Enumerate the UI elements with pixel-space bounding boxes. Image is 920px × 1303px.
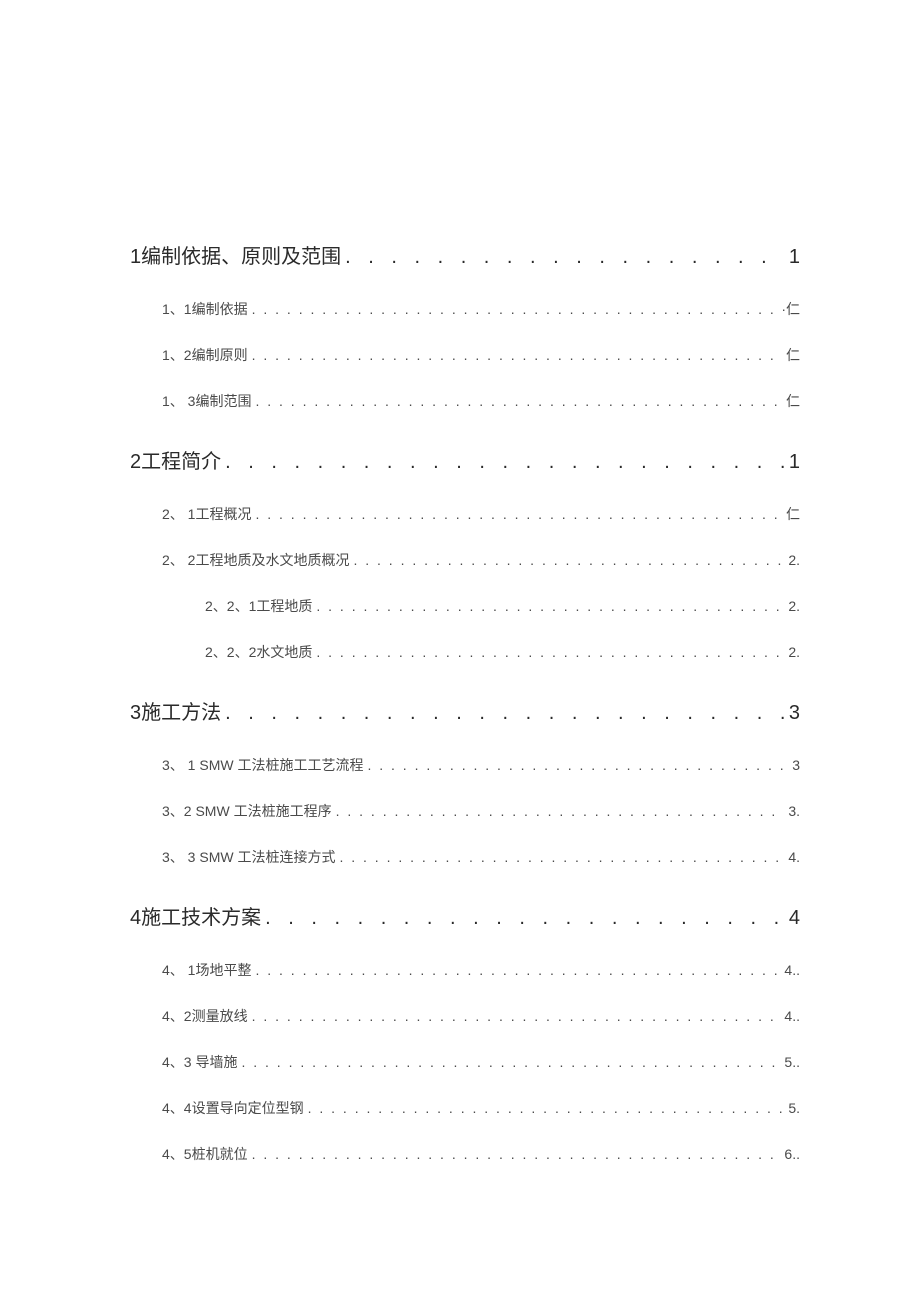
toc-entry-title: 4、2测量放线 bbox=[162, 1006, 248, 1026]
toc-entry-level-3: 2、2、1工程地质. . . . . . . . . . . . . . . .… bbox=[205, 596, 800, 616]
toc-entry-title: 1、 3编制范围 bbox=[162, 391, 251, 411]
toc-leader-dots: . . . . . . . . . . . . . . . . . . . . … bbox=[252, 347, 782, 363]
toc-entry-page: 6.. bbox=[784, 1146, 800, 1162]
toc-entry-title: 2、 1工程概况 bbox=[162, 504, 251, 524]
toc-entry-page: 2. bbox=[788, 644, 800, 660]
toc-entry-level-2: 4、2测量放线. . . . . . . . . . . . . . . . .… bbox=[162, 1006, 800, 1026]
toc-entry-page: 仁 bbox=[786, 345, 800, 365]
toc-entry-level-1: 3施工方法. . . . . . . . . . . . . . . . . .… bbox=[130, 696, 800, 725]
toc-leader-dots: . . . . . . . . . . . . . . . . . . . . … bbox=[353, 552, 784, 568]
toc-entry-level-2: 4、5桩机就位. . . . . . . . . . . . . . . . .… bbox=[162, 1144, 800, 1164]
toc-entry-level-3: 2、2、2水文地质. . . . . . . . . . . . . . . .… bbox=[205, 642, 800, 662]
toc-entry-title: 1、1编制依据 bbox=[162, 299, 248, 319]
toc-entry-page: 4.. bbox=[784, 962, 800, 978]
toc-leader-dots: . . . . . . . . . . . . . . . . . . . . … bbox=[252, 1008, 781, 1024]
toc-entry-title: 3施工方法 bbox=[130, 696, 221, 725]
toc-leader-dots: . . . . . . . . . . . . . . . . . . . . … bbox=[241, 1054, 780, 1070]
toc-leader-dots: . . . . . . . . . . . . . . . . . . . . … bbox=[367, 757, 788, 773]
section-spacer bbox=[130, 437, 800, 445]
toc-entry-page: ·仁 bbox=[781, 299, 800, 319]
toc-entry-title: 2、 2工程地质及水文地质概况 bbox=[162, 550, 349, 570]
toc-entry-page: 仁 bbox=[786, 391, 800, 411]
toc-entry-level-2: 1、1编制依据. . . . . . . . . . . . . . . . .… bbox=[162, 299, 800, 319]
toc-entry-title: 3、2 SMW 工法桩施工程序 bbox=[162, 801, 332, 821]
toc-entry-level-1: 4施工技术方案. . . . . . . . . . . . . . . . .… bbox=[130, 901, 800, 930]
toc-entry-level-1: 2工程简介. . . . . . . . . . . . . . . . . .… bbox=[130, 445, 800, 474]
toc-leader-dots: . . . . . . . . . . . . . . . . . . . . … bbox=[308, 1100, 785, 1116]
toc-leader-dots: . . . . . . . . . . . . . . . . . . . . … bbox=[255, 962, 780, 978]
toc-entry-page: 4.. bbox=[784, 1008, 800, 1024]
toc-entry-level-2: 2、 1工程概况. . . . . . . . . . . . . . . . … bbox=[162, 504, 800, 524]
toc-entry-title: 2工程简介 bbox=[130, 445, 221, 474]
toc-leader-dots: . . . . . . . . . . . . . . . . . . . . … bbox=[252, 1146, 781, 1162]
toc-leader-dots: . . . . . . . . . . . . . . . . . . . . … bbox=[252, 301, 778, 317]
toc-entry-page: 3. bbox=[788, 803, 800, 819]
toc-entry-page: 4. bbox=[788, 849, 800, 865]
toc-entry-title: 3、 1 SMW 工法桩施工工艺流程 bbox=[162, 755, 363, 775]
toc-leader-dots: . . . . . . . . . . . . . . . . . . . . … bbox=[225, 451, 785, 474]
toc-entry-page: 2. bbox=[788, 552, 800, 568]
toc-entry-title: 4、4设置导向定位型钢 bbox=[162, 1098, 304, 1118]
toc-leader-dots: . . . . . . . . . . . . . . . . . . . . … bbox=[339, 849, 784, 865]
toc-leader-dots: . . . . . . . . . . . . . . . . . . . . … bbox=[265, 907, 785, 930]
toc-entry-level-2: 3、 3 SMW 工法桩连接方式. . . . . . . . . . . . … bbox=[162, 847, 800, 867]
toc-entry-page: 3 bbox=[792, 757, 800, 773]
table-of-contents: 1编制依据、原则及范围. . . . . . . . . . . . . . .… bbox=[130, 240, 800, 1164]
toc-entry-level-2: 4、3 导墙施. . . . . . . . . . . . . . . . .… bbox=[162, 1052, 800, 1072]
toc-entry-title: 1编制依据、原则及范围 bbox=[130, 240, 341, 269]
toc-entry-level-1: 1编制依据、原则及范围. . . . . . . . . . . . . . .… bbox=[130, 240, 800, 269]
toc-entry-title: 2、2、2水文地质 bbox=[205, 642, 312, 662]
toc-entry-title: 4、3 导墙施 bbox=[162, 1052, 237, 1072]
toc-entry-level-2: 1、 3编制范围. . . . . . . . . . . . . . . . … bbox=[162, 391, 800, 411]
toc-entry-level-2: 4、4设置导向定位型钢. . . . . . . . . . . . . . .… bbox=[162, 1098, 800, 1118]
toc-entry-level-2: 3、2 SMW 工法桩施工程序. . . . . . . . . . . . .… bbox=[162, 801, 800, 821]
toc-entry-title: 1、2编制原则 bbox=[162, 345, 248, 365]
toc-entry-page: 仁 bbox=[786, 504, 800, 524]
toc-entry-page: 1 bbox=[789, 246, 800, 269]
toc-entry-page: 3 bbox=[789, 702, 800, 725]
section-spacer bbox=[130, 893, 800, 901]
toc-entry-title: 4、5桩机就位 bbox=[162, 1144, 248, 1164]
toc-leader-dots: . . . . . . . . . . . . . . . . . . . . … bbox=[316, 598, 784, 614]
toc-leader-dots: . . . . . . . . . . . . . . . . . . . . … bbox=[225, 702, 785, 725]
toc-leader-dots: . . . . . . . . . . . . . . . . . . . . … bbox=[255, 393, 782, 409]
toc-entry-title: 4施工技术方案 bbox=[130, 901, 261, 930]
toc-entry-page: 5. bbox=[788, 1100, 800, 1116]
toc-entry-title: 4、 1场地平整 bbox=[162, 960, 251, 980]
section-spacer bbox=[130, 688, 800, 696]
toc-entry-level-2: 3、 1 SMW 工法桩施工工艺流程. . . . . . . . . . . … bbox=[162, 755, 800, 775]
toc-leader-dots: . . . . . . . . . . . . . . . . . . . . … bbox=[255, 506, 782, 522]
toc-entry-page: 5.. bbox=[784, 1054, 800, 1070]
toc-entry-page: 1 bbox=[789, 451, 800, 474]
toc-entry-level-2: 4、 1场地平整. . . . . . . . . . . . . . . . … bbox=[162, 960, 800, 980]
toc-entry-title: 2、2、1工程地质 bbox=[205, 596, 312, 616]
toc-entry-page: 4 bbox=[789, 907, 800, 930]
toc-leader-dots: . . . . . . . . . . . . . . . . . . . . … bbox=[336, 803, 785, 819]
toc-leader-dots: . . . . . . . . . . . . . . . . . . . . … bbox=[345, 246, 785, 269]
toc-entry-title: 3、 3 SMW 工法桩连接方式 bbox=[162, 847, 335, 867]
toc-entry-page: 2. bbox=[788, 598, 800, 614]
toc-leader-dots: . . . . . . . . . . . . . . . . . . . . … bbox=[316, 644, 784, 660]
toc-entry-level-2: 1、2编制原则. . . . . . . . . . . . . . . . .… bbox=[162, 345, 800, 365]
toc-entry-level-2: 2、 2工程地质及水文地质概况. . . . . . . . . . . . .… bbox=[162, 550, 800, 570]
